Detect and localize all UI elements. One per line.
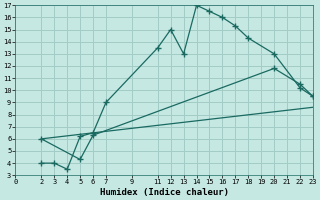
X-axis label: Humidex (Indice chaleur): Humidex (Indice chaleur) — [100, 188, 229, 197]
